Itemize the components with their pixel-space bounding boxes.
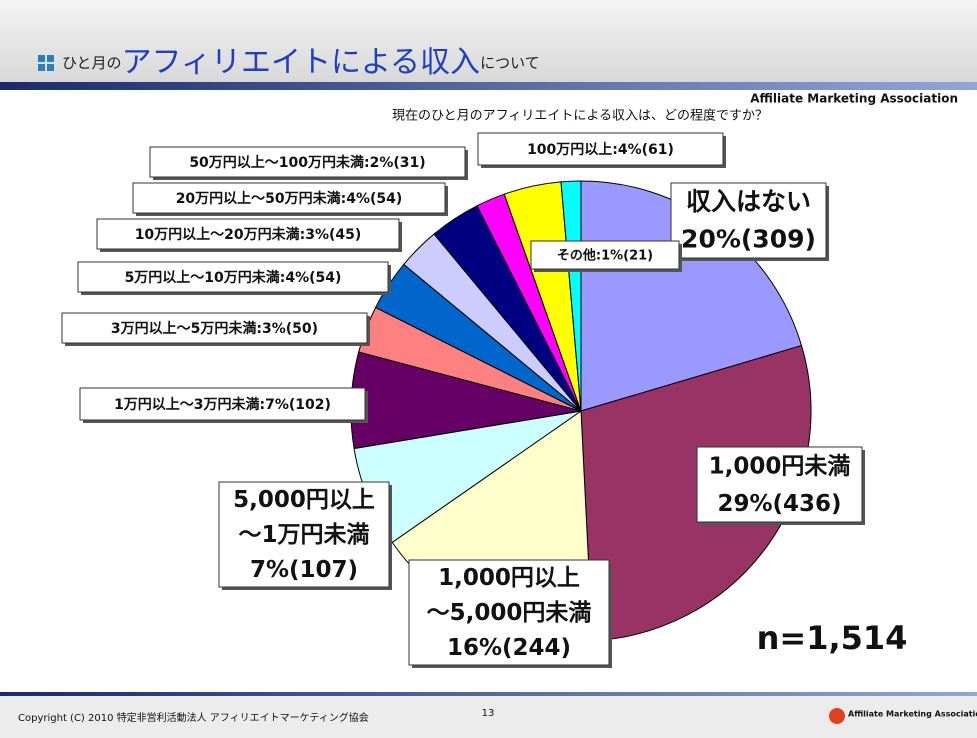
- label-text: ～5,000円未満: [427, 600, 592, 626]
- label-box: [96, 218, 400, 250]
- label-text: 20万円以上～50万円未満:4%(54): [176, 190, 403, 207]
- title-main: アフィリエイトによる収入: [122, 45, 481, 80]
- brand: Affiliate Marketing Association: [750, 92, 958, 106]
- title: ひと月のアフィリエイトによる収入について: [62, 45, 540, 80]
- label-box: [132, 182, 446, 214]
- subtitle: 現在のひと月のアフィリエイトによる収入は、どの程度ですか？: [392, 108, 768, 124]
- footer-band: [0, 696, 977, 738]
- label-text: 50万円以上～100万円未満:2%(31): [189, 154, 425, 171]
- footer-rule: [0, 692, 977, 696]
- label-box: [670, 182, 827, 259]
- data-label: その他:1%(21): [530, 240, 682, 272]
- label-text: 5万円以上～10万円未満:4%(54): [125, 269, 342, 286]
- label-text: 5,000円以上: [233, 487, 375, 513]
- label-text: 16%(244): [447, 635, 571, 661]
- label-text: 3万円以上～5万円未満:3%(50): [111, 320, 318, 337]
- title-suffix: について: [480, 54, 540, 72]
- label-box: [218, 481, 390, 588]
- label-box: [530, 240, 680, 270]
- header-rule: [0, 82, 977, 90]
- label-box: [79, 387, 366, 421]
- title-prefix: ひと月の: [62, 54, 122, 72]
- labels: 収入はない 20%(309) 1,000円未満 29%(436) 1,000円以上 ～5,…: [61, 132, 865, 668]
- total-label: n=1,514: [757, 619, 908, 657]
- data-label: 50万円以上～100万円未満:2%(31): [149, 146, 468, 180]
- data-label: 10万円以上～20万円未満:3%(45): [96, 218, 402, 252]
- pie-slice: [560, 180, 582, 412]
- label-box: [77, 261, 389, 293]
- data-label: 収入はない 20%(309): [670, 182, 829, 261]
- header-band: [0, 0, 977, 82]
- data-label: 1,000円以上 ～5,000円未満 16%(244): [408, 559, 612, 668]
- label-text: 10万円以上～20万円未満:3%(45): [135, 226, 362, 243]
- data-label: 1,000円未満 29%(436): [696, 446, 865, 525]
- header-icon: [38, 55, 54, 71]
- label-text: 100万円以上:4%(61): [527, 142, 674, 158]
- label-text: 29%(436): [717, 491, 841, 517]
- pie-slice: [580, 344, 812, 642]
- data-label: 20万円以上～50万円未満:4%(54): [132, 182, 448, 216]
- label-text: 収入はない: [686, 187, 811, 216]
- footer-logo-icon: [829, 708, 845, 724]
- footer-logo: Affiliate Marketing Association: [848, 710, 977, 719]
- label-text: 1,000円未満: [709, 453, 851, 479]
- data-label: 5,000円以上 ～1万円未満 7%(107): [218, 481, 392, 590]
- copyright: Copyright (C) 2010 特定非営利活動法人 アフィリエイトマーケテ…: [18, 711, 369, 724]
- label-text: 7%(107): [250, 557, 358, 583]
- label-box: [408, 559, 610, 666]
- page-number: 13: [482, 708, 495, 719]
- label-text: その他:1%(21): [557, 248, 653, 264]
- label-box: [61, 312, 368, 344]
- label-text: 1万円以上～3万円未満:7%(102): [114, 396, 331, 413]
- label-text: 20%(309): [681, 224, 816, 253]
- data-label: 5万円以上～10万円未満:4%(54): [77, 261, 391, 295]
- data-label: 1万円以上～3万円未満:7%(102): [79, 387, 368, 423]
- label-box: [149, 146, 466, 178]
- data-label: 3万円以上～5万円未満:3%(50): [61, 312, 370, 346]
- label-box: [477, 132, 724, 166]
- data-label: 100万円以上:4%(61): [477, 132, 726, 168]
- label-box: [696, 446, 863, 523]
- label-text: 1,000円以上: [438, 565, 580, 591]
- label-text: ～1万円未満: [238, 522, 369, 548]
